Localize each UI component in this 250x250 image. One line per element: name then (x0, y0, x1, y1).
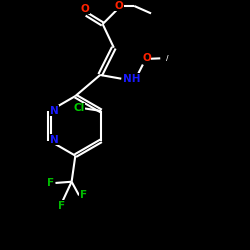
Text: O: O (115, 1, 124, 11)
Text: O: O (142, 53, 151, 63)
Text: NH: NH (123, 74, 140, 84)
Text: O: O (81, 4, 90, 14)
Text: F: F (80, 190, 87, 200)
Text: /: / (166, 55, 168, 61)
Text: F: F (58, 201, 65, 211)
Text: N: N (50, 106, 58, 116)
Text: N: N (50, 134, 58, 144)
Text: F: F (48, 178, 54, 188)
Text: Cl: Cl (73, 104, 85, 114)
